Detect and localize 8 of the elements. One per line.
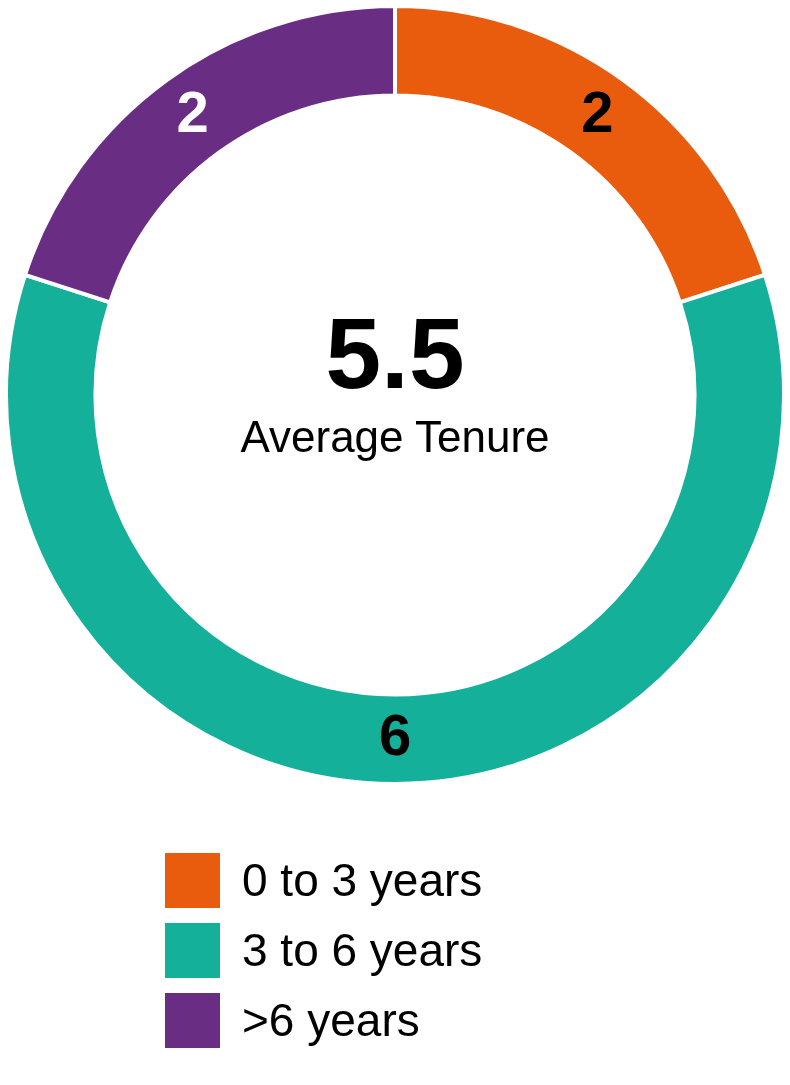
legend-label: >6 years bbox=[242, 993, 420, 1047]
text: Average Tenure bbox=[240, 412, 550, 462]
legend-label: 3 to 6 years bbox=[242, 923, 483, 977]
data-label: 6 bbox=[378, 702, 412, 768]
legend-label: 0 to 3 years bbox=[242, 853, 483, 907]
data-label: 2 bbox=[581, 79, 614, 145]
data-label: 2 bbox=[176, 79, 209, 145]
text: 5.5 bbox=[325, 296, 465, 409]
